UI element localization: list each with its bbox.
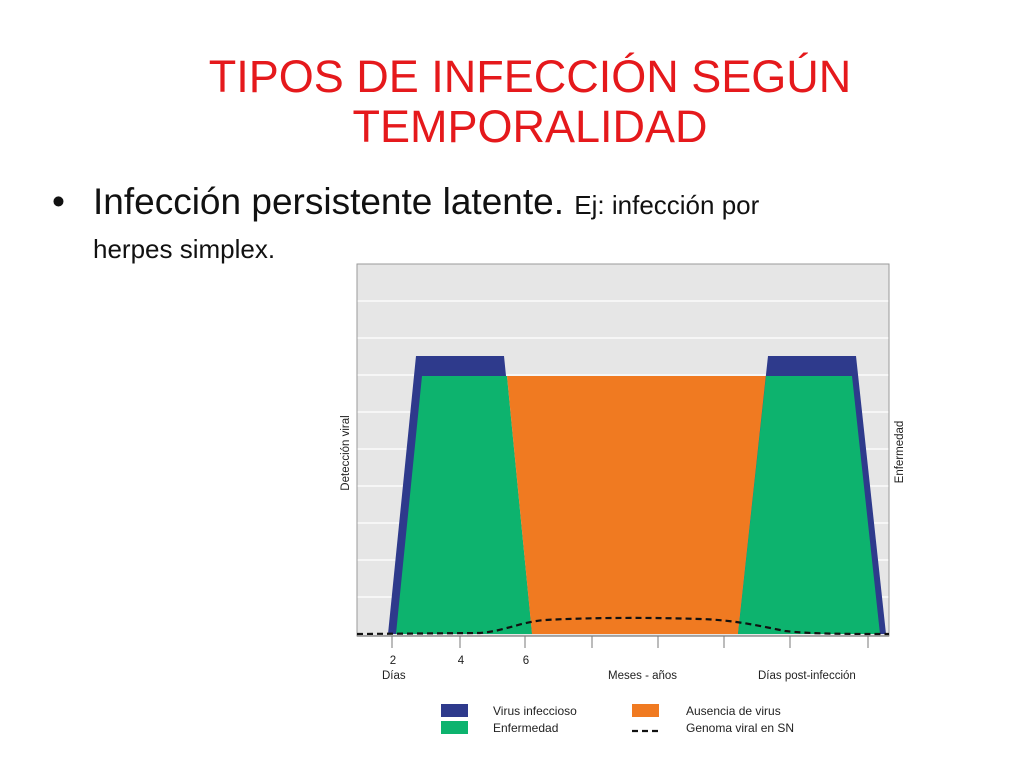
title-line-2: TEMPORALIDAD (352, 101, 708, 152)
bullet-detail-1: Ej: infección por (574, 190, 760, 220)
legend-swatch-enfermedad (441, 721, 468, 734)
bullet-dot: • (52, 181, 65, 222)
legend: Virus infeccioso Ausencia de virus Enfer… (441, 704, 794, 735)
bullet-text: Infección persistente latente. Ej: infec… (93, 180, 913, 268)
slide-title: TIPOS DE INFECCIÓN SEGÚN TEMPORALIDAD (150, 52, 910, 152)
x-tick-label-2: 2 (390, 655, 396, 667)
x-label-dias: Días (382, 670, 406, 682)
y-label-enfermedad: Enfermedad (894, 421, 906, 484)
title-line-1: TIPOS DE INFECCIÓN SEGÚN (208, 51, 852, 102)
x-tick-label-4: 4 (458, 655, 465, 667)
bullet-detail-2: herpes simplex. (93, 234, 276, 264)
y-label-deteccion-viral: Detección viral (340, 415, 352, 490)
ausencia-de-virus-area (507, 376, 766, 634)
x-label-dias-post: Días post-infección (758, 670, 856, 682)
genoma-viral-dashed-line (356, 616, 890, 636)
legend-label-ausencia-de-virus: Ausencia de virus (686, 704, 781, 718)
legend-label-virus-infeccioso: Virus infeccioso (493, 704, 577, 718)
enfermedad-area-1 (396, 376, 532, 634)
x-tick-label-6: 6 (523, 655, 529, 667)
legend-label-enfermedad: Enfermedad (493, 721, 558, 735)
legend-swatch-ausencia-de-virus (632, 704, 659, 717)
legend-swatch-virus-infeccioso (441, 704, 468, 717)
bullet-main-text: Infección persistente latente. (93, 181, 565, 222)
enfermedad-area-2 (738, 376, 880, 634)
x-label-meses: Meses - años (608, 670, 677, 682)
x-axis-ticks (391, 636, 869, 648)
legend-label-genoma-viral: Genoma viral en SN (686, 721, 794, 735)
